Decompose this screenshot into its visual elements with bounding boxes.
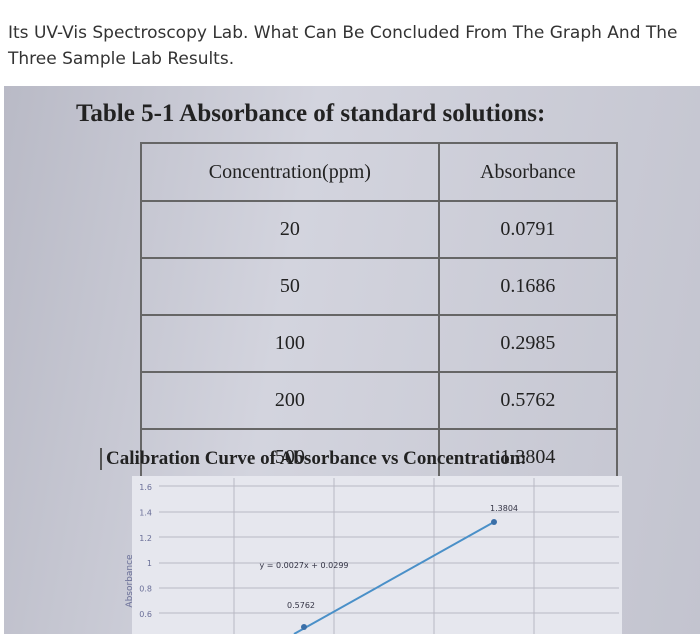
y-tick-label: 1.4 (139, 508, 152, 517)
absorbance-table: Concentration(ppm) Absorbance 20 0.0791 50… (140, 142, 619, 487)
equation: y = 0.0027x + 0.0299 (259, 561, 348, 570)
point-label: 1.3804 (490, 504, 518, 513)
plot-area (132, 476, 622, 634)
table-title: Table 5-1 Absorbance of standard solutio… (76, 100, 546, 127)
header-cell: Concentration(ppm) (140, 142, 440, 202)
table-cell: 0.2985 (437, 314, 619, 373)
point (491, 519, 497, 525)
table-cell: 200 (140, 371, 440, 430)
y-tick-label: 1.6 (139, 483, 152, 492)
table-cell: 0.1686 (437, 257, 619, 316)
header-cell: Absorbance (437, 142, 619, 202)
table-cell: 100 (140, 314, 440, 373)
y-axis-label: Absorbance (125, 554, 135, 608)
grid (159, 478, 619, 634)
table-cell: 0.5762 (437, 371, 619, 430)
question-text: Its UV-Vis Spectroscopy Lab. What Can Be… (8, 23, 678, 69)
y-tick-label: 0.8 (139, 585, 152, 594)
table-row: 50 0.1686 (140, 257, 619, 316)
chart-title: Calibration Curve of Absorbance vs Conce… (100, 448, 527, 470)
table-cell: 0.0791 (437, 200, 619, 259)
table-cell: 50 (140, 257, 440, 316)
y-tick-label: 1 (147, 559, 152, 568)
trend-line (293, 521, 495, 634)
table-row: 100 0.2985 (140, 314, 619, 373)
point-label: 0.5762 (287, 601, 315, 610)
table-row: 20 0.0791 (140, 200, 619, 259)
table-row: 200 0.5762 (140, 371, 619, 430)
table-cell: 20 (140, 200, 440, 259)
y-tick-label: 1.2 (139, 534, 152, 543)
point (301, 624, 307, 630)
photo: Table 5-1 Absorbance of standard solutio… (4, 86, 700, 634)
calibration-chart: 1.6 1.4 1.2 1 0.8 0.6 Absorbance y = 0.0027x … (125, 476, 622, 634)
y-tick-label: 0.6 (139, 610, 152, 619)
